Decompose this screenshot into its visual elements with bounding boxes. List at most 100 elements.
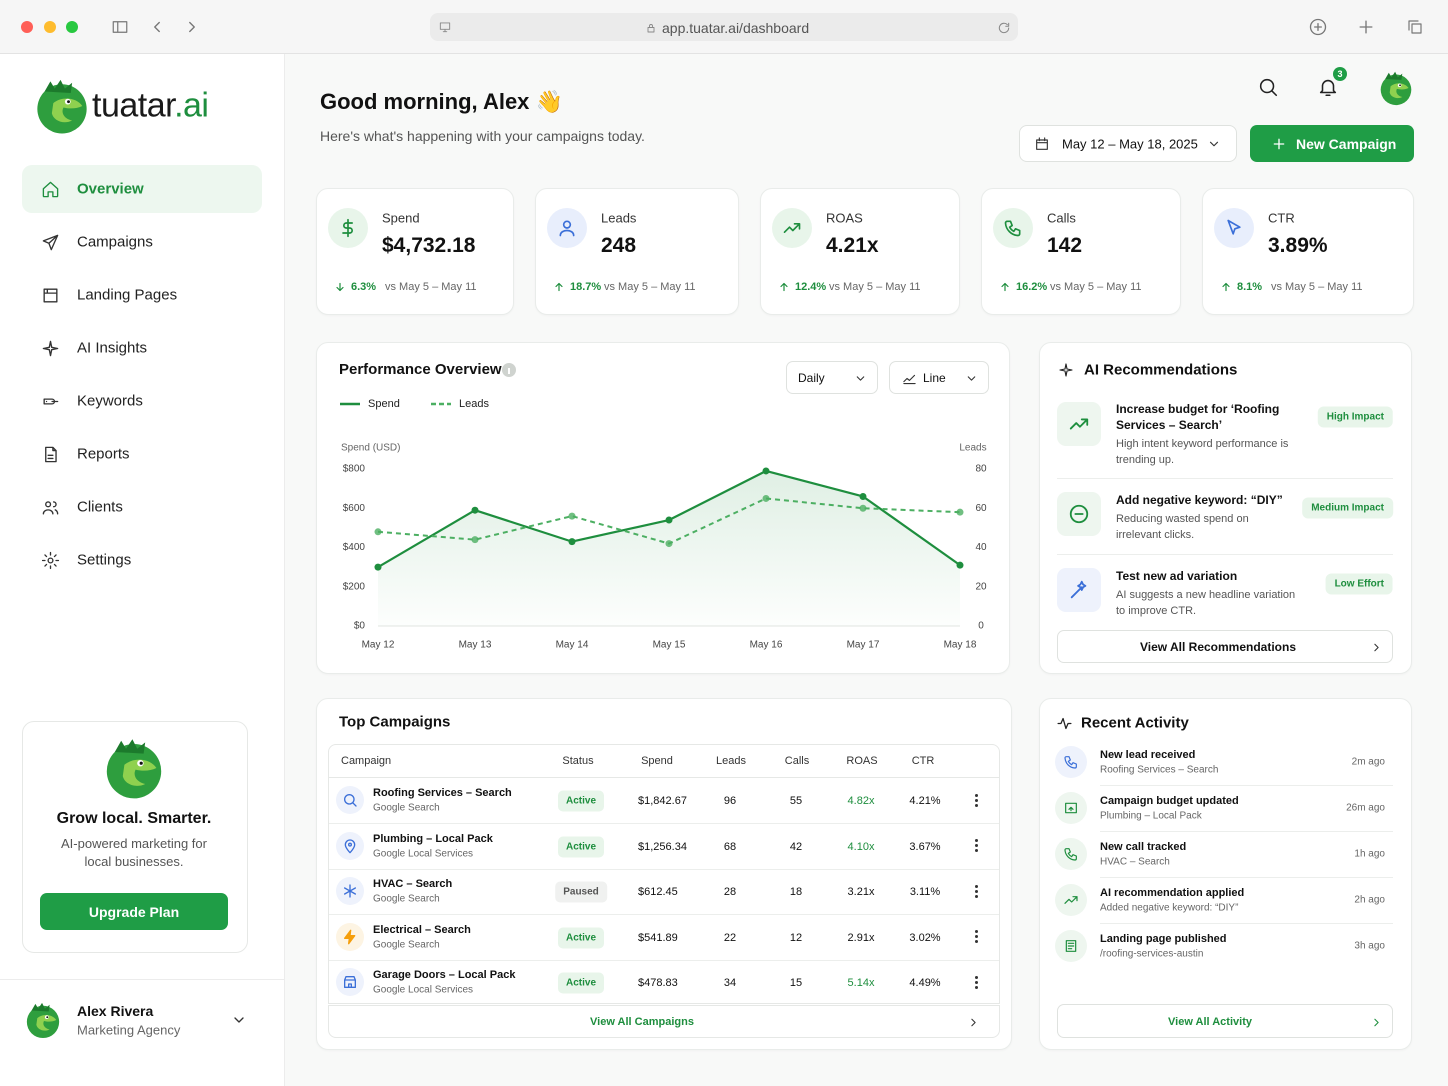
icon-bg xyxy=(1055,838,1087,870)
icon xyxy=(967,375,975,381)
nav-item[interactable] xyxy=(22,165,262,213)
icon-shape xyxy=(112,21,128,33)
icon-shape xyxy=(42,234,58,250)
view-activity-button[interactable] xyxy=(1057,1004,1393,1038)
point xyxy=(762,467,770,475)
nav-label: Keywords xyxy=(77,392,143,410)
campaign-calls: 55 xyxy=(789,795,803,807)
activity-time: 1h ago xyxy=(1354,848,1385,860)
activity-item-detail: Plumbing – Local Pack xyxy=(1100,810,1202,822)
column-header: Calls xyxy=(784,755,810,767)
icon-shape xyxy=(344,838,356,853)
menu-dot xyxy=(974,844,978,847)
y2-tick-label: 60 xyxy=(975,503,987,514)
activity-time: 2h ago xyxy=(1354,894,1385,906)
icon xyxy=(970,1018,976,1026)
campaign-type: Google Search xyxy=(373,802,440,814)
kpi-comparison: vs May 5 – May 11 xyxy=(1271,281,1363,293)
campaign-ctr: 3.11% xyxy=(909,886,941,898)
icon xyxy=(1064,896,1078,904)
logo-pupil xyxy=(1399,84,1401,87)
rec-divider xyxy=(1057,554,1393,555)
icon xyxy=(112,21,128,33)
activity-title: Recent Activity xyxy=(1081,714,1189,732)
campaign-leads: 34 xyxy=(723,977,737,989)
point xyxy=(568,538,576,546)
x-tick-label: May 13 xyxy=(459,640,492,651)
icon xyxy=(780,282,788,292)
icon xyxy=(1408,20,1422,34)
kpi-label: Spend xyxy=(382,210,420,226)
icon xyxy=(559,220,575,237)
activity-time: 3h ago xyxy=(1354,940,1385,952)
kpi-value: 142 xyxy=(1047,234,1083,257)
icon-shape xyxy=(1059,363,1073,377)
icon-shape xyxy=(344,884,356,898)
view-campaigns-button[interactable] xyxy=(328,1005,1000,1038)
rec-title: Test new ad variation xyxy=(1116,569,1238,583)
icon-bg xyxy=(772,208,812,248)
icon xyxy=(344,976,356,988)
rec-description: AI suggests a new headline variation to … xyxy=(1116,589,1296,617)
icon-shape xyxy=(555,282,563,292)
campaign-leads: 96 xyxy=(723,795,737,807)
icon xyxy=(41,551,59,569)
y-tick-label: $800 xyxy=(343,464,366,475)
campaign-name: HVAC – Search xyxy=(373,878,453,890)
icon xyxy=(342,218,353,238)
date-picker[interactable] xyxy=(1019,125,1237,162)
activity-divider xyxy=(1100,877,1393,878)
view-recommendations-button[interactable] xyxy=(1057,630,1393,663)
icon-shape xyxy=(234,1017,244,1023)
menu-dot xyxy=(974,803,978,807)
campaign-roas: 3.21x xyxy=(847,886,875,898)
menu-dot xyxy=(974,889,978,893)
activity-time: 26m ago xyxy=(1346,802,1385,814)
x-tick-label: May 12 xyxy=(362,640,395,651)
y2-tick-label: 40 xyxy=(975,542,987,553)
icon xyxy=(234,1017,244,1023)
y2-tick-label: 0 xyxy=(978,621,984,632)
campaign-roas: 4.82x xyxy=(847,795,875,807)
view-campaigns-label: View All Campaigns xyxy=(590,1016,694,1028)
activity-divider xyxy=(1100,785,1393,786)
dropdown[interactable] xyxy=(889,361,989,394)
column-header: Campaign xyxy=(341,755,392,767)
kpi-comparison: vs May 5 – May 11 xyxy=(829,281,921,293)
rec-title: Add negative keyword: “DIY” xyxy=(1116,493,1283,507)
sidebar-divider xyxy=(0,979,285,980)
logo-crest xyxy=(1385,71,1403,80)
icon xyxy=(1227,219,1241,235)
icon-shape xyxy=(42,500,58,515)
point xyxy=(471,536,479,544)
icon-bg xyxy=(1055,746,1087,778)
icon-shape xyxy=(44,446,57,462)
column-header: ROAS xyxy=(846,755,878,767)
icon xyxy=(42,287,58,303)
activity-item-title: AI recommendation applied xyxy=(1100,887,1245,899)
activity-item-title: Landing page published xyxy=(1100,933,1227,945)
kpi-comparison: vs May 5 – May 11 xyxy=(1050,281,1142,293)
icon xyxy=(1036,137,1048,150)
icon xyxy=(1259,78,1278,97)
icon xyxy=(154,21,160,33)
campaign-spend: $478.83 xyxy=(638,977,678,989)
upgrade-button[interactable] xyxy=(40,893,228,930)
column-header: Leads xyxy=(716,755,746,767)
nav-label: Landing Pages xyxy=(77,286,178,304)
icon-shape xyxy=(1070,580,1087,599)
icon-shape xyxy=(154,21,160,33)
campaign-leads: 22 xyxy=(723,931,737,944)
rec-description: Reducing wasted spend on irrelevant clic… xyxy=(1116,513,1249,541)
menu-dot xyxy=(974,980,978,984)
row-divider xyxy=(329,823,999,824)
row-divider xyxy=(329,914,999,915)
icon xyxy=(1059,363,1073,377)
nav-label: Settings xyxy=(77,551,132,569)
icon-shape xyxy=(42,340,58,356)
menu-dot xyxy=(974,798,978,802)
rec-description: High intent keyword performance is trend… xyxy=(1116,438,1289,466)
icon-shape xyxy=(1309,18,1327,36)
